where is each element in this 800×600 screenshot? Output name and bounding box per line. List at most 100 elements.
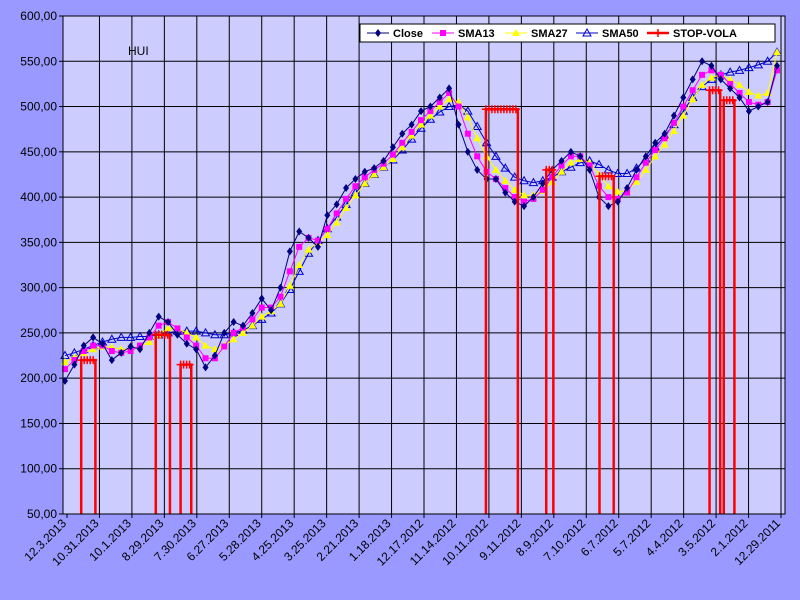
point-sma50 (491, 151, 501, 160)
point-sma13 (558, 162, 565, 169)
point-sma13 (642, 159, 649, 166)
point-sma13 (418, 117, 424, 124)
point-sma13 (436, 99, 443, 106)
point-sma50 (744, 62, 754, 72)
point-sma13 (183, 334, 190, 341)
point-sma13 (745, 99, 752, 106)
point-stop-vola (607, 172, 616, 181)
legend-marker-sma27 (512, 29, 520, 36)
point-sma50 (416, 123, 426, 132)
point-sma27 (182, 328, 191, 336)
point-sma27 (520, 191, 529, 199)
point-close (774, 61, 780, 70)
point-sma13 (502, 185, 509, 192)
series-close (62, 57, 780, 385)
point-sma13 (774, 67, 780, 74)
point-close (165, 318, 172, 327)
point-close (633, 165, 640, 174)
point-close (333, 200, 340, 209)
point-close (539, 179, 546, 188)
point-close (399, 129, 406, 138)
point-sma27 (285, 281, 294, 289)
point-close (221, 328, 228, 337)
inner-label: HUI (128, 44, 149, 58)
y-axis: 50,00 100,00 150,00 200,00 250,00 300,00 350,0… (20, 9, 63, 521)
legend-label-close: Close (393, 28, 423, 40)
point-close (624, 184, 631, 193)
point-sma13 (127, 348, 134, 355)
point-sma13 (155, 322, 162, 329)
point-sma27 (679, 111, 688, 119)
point-sma27 (557, 167, 566, 175)
point-sma27 (276, 299, 285, 307)
point-close (324, 211, 331, 220)
point-sma13 (446, 89, 453, 96)
point-close (530, 193, 537, 202)
point-sma50 (622, 168, 632, 178)
point-sma13 (717, 71, 724, 78)
point-sma50 (612, 168, 623, 178)
point-sma50 (200, 327, 211, 337)
point-sma50 (734, 65, 745, 74)
point-close (343, 184, 350, 193)
y-tick-label: 50,00 (27, 507, 57, 521)
point-sma27 (164, 324, 173, 332)
point-close (258, 294, 265, 303)
point-sma27 (201, 341, 210, 349)
point-sma13 (727, 80, 734, 87)
point-close (642, 152, 649, 161)
point-close (446, 84, 453, 93)
point-close (427, 102, 434, 111)
point-close (708, 61, 715, 70)
point-sma13 (661, 135, 668, 142)
point-sma27 (398, 143, 407, 151)
legend-label-sma13: SMA13 (458, 28, 495, 40)
gridlines (63, 16, 785, 514)
point-close (577, 152, 584, 161)
point-sma13 (689, 87, 696, 94)
point-close (614, 197, 621, 206)
point-sma27 (707, 73, 716, 81)
point-sma13 (62, 366, 68, 373)
point-close (202, 363, 209, 372)
point-sma27 (632, 177, 641, 185)
point-sma13 (249, 316, 256, 323)
point-stop-vola (728, 96, 737, 105)
point-close (155, 312, 162, 321)
point-sma50 (575, 157, 586, 167)
point-stop-vola (548, 165, 557, 174)
point-sma27 (407, 131, 416, 139)
legend-box (359, 23, 776, 43)
point-sma27 (501, 176, 510, 184)
point-close (474, 165, 481, 174)
point-sma13 (464, 130, 471, 137)
point-sma13 (277, 293, 284, 300)
point-close (511, 197, 518, 206)
point-sma13 (71, 357, 78, 364)
point-sma50 (472, 121, 483, 130)
point-sma27 (688, 95, 697, 103)
point-close (764, 98, 771, 107)
point-sma13 (699, 71, 706, 78)
point-sma27 (491, 165, 500, 173)
point-close (80, 341, 87, 350)
point-close (745, 107, 752, 116)
series-stop-vola (77, 86, 737, 514)
point-sma27 (295, 261, 304, 268)
point-sma50 (566, 162, 576, 171)
point-sma50 (500, 163, 511, 172)
point-sma50 (125, 332, 136, 341)
point-close (127, 342, 134, 351)
point-sma13 (333, 210, 340, 217)
point-close (118, 348, 125, 357)
point-close (464, 147, 471, 156)
point-sma13 (108, 348, 115, 355)
y-tick-label: 450,00 (20, 145, 57, 159)
point-sma27 (192, 333, 201, 341)
point-sma50 (425, 114, 436, 123)
point-close (352, 174, 359, 183)
point-sma27 (379, 163, 388, 171)
legend-label-sma27: SMA27 (531, 28, 568, 40)
point-close (193, 345, 200, 354)
